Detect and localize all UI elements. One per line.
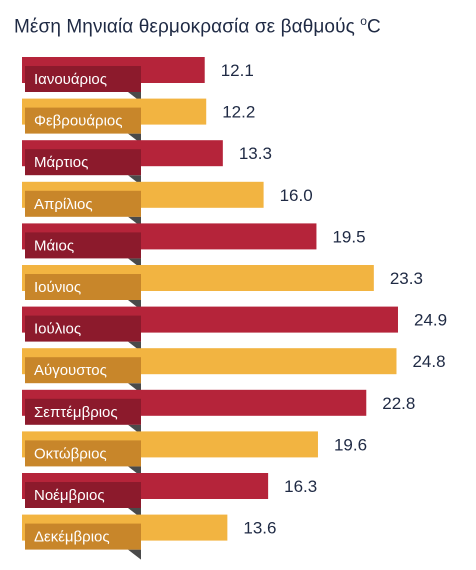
bar-row: Ιούνιος 23.3 <box>22 265 423 310</box>
bar-label-tab <box>25 398 141 425</box>
value-label: 22.8 <box>382 394 415 413</box>
bar-row: Φεβρουάριος 12.2 <box>22 98 255 144</box>
category-label: Σεπτέμβριος <box>34 404 118 421</box>
category-label: Νοέμβριος <box>34 487 105 504</box>
bar-label-tab <box>25 149 141 176</box>
bar-label-tab <box>25 482 141 508</box>
value-label: 24.8 <box>412 352 445 371</box>
category-label: Μάρτιος <box>34 154 88 171</box>
bar-label-tab <box>25 107 141 134</box>
value-label: 16.0 <box>280 186 313 205</box>
bar-label-tab <box>25 66 141 92</box>
bar-fold-shadow <box>128 549 141 560</box>
chart-title-degree: o <box>360 14 367 28</box>
value-label: 23.3 <box>390 269 423 288</box>
value-label: 19.6 <box>334 435 367 454</box>
chart-title-text: Μέση Μηνιαία θερμοκρασία σε βαθμούς <box>14 16 361 38</box>
bar-row: Σεπτέμβριος 22.8 <box>22 389 415 435</box>
category-label: Ιούνιος <box>34 279 81 296</box>
bar-row: Οκτώβριος 19.6 <box>22 431 367 477</box>
value-label: 12.1 <box>221 61 254 80</box>
value-label: 13.3 <box>239 144 272 163</box>
bar-label-tab <box>25 357 141 384</box>
bar-row: Αύγουστος 24.8 <box>22 348 446 394</box>
bar-label-tab <box>25 274 141 300</box>
category-label: Απρίλιος <box>34 196 93 213</box>
bar-label-tab <box>25 190 141 217</box>
bar-row: Απρίλιος 16.0 <box>22 181 313 227</box>
chart-title: Μέση Μηνιαία θερμοκρασία σε βαθμούς oC <box>14 14 381 38</box>
bar-row: Ιούλιος 24.9 <box>22 306 447 352</box>
bar-row: Δεκέμβριος 13.6 <box>22 514 276 560</box>
category-label: Οκτώβριος <box>34 445 107 462</box>
category-label: Ιούλιος <box>34 321 81 338</box>
value-label: 13.6 <box>243 519 276 538</box>
category-label: Μάιος <box>34 237 74 254</box>
value-label: 24.9 <box>414 311 447 330</box>
category-label: Δεκέμβριος <box>34 529 110 546</box>
bar-row: Μάιος 19.5 <box>22 223 366 269</box>
bar-label-tab <box>25 315 141 342</box>
category-label: Ιανουάριος <box>34 71 107 88</box>
category-label: Φεβρουάριος <box>34 113 122 130</box>
value-label: 16.3 <box>284 477 317 496</box>
bar-label-tab <box>25 523 141 550</box>
value-label: 12.2 <box>222 103 255 122</box>
chart-title-unit: C <box>367 16 381 38</box>
category-label: Αύγουστος <box>34 362 107 379</box>
bar-label-tab <box>25 232 141 259</box>
bar-label-tab <box>25 440 141 467</box>
bar-row: Ιανουάριος 12.1 <box>22 57 254 102</box>
value-label: 19.5 <box>332 227 365 246</box>
bar-row: Νοέμβριος 16.3 <box>22 473 317 518</box>
bar-row: Μάρτιος 13.3 <box>22 140 272 186</box>
